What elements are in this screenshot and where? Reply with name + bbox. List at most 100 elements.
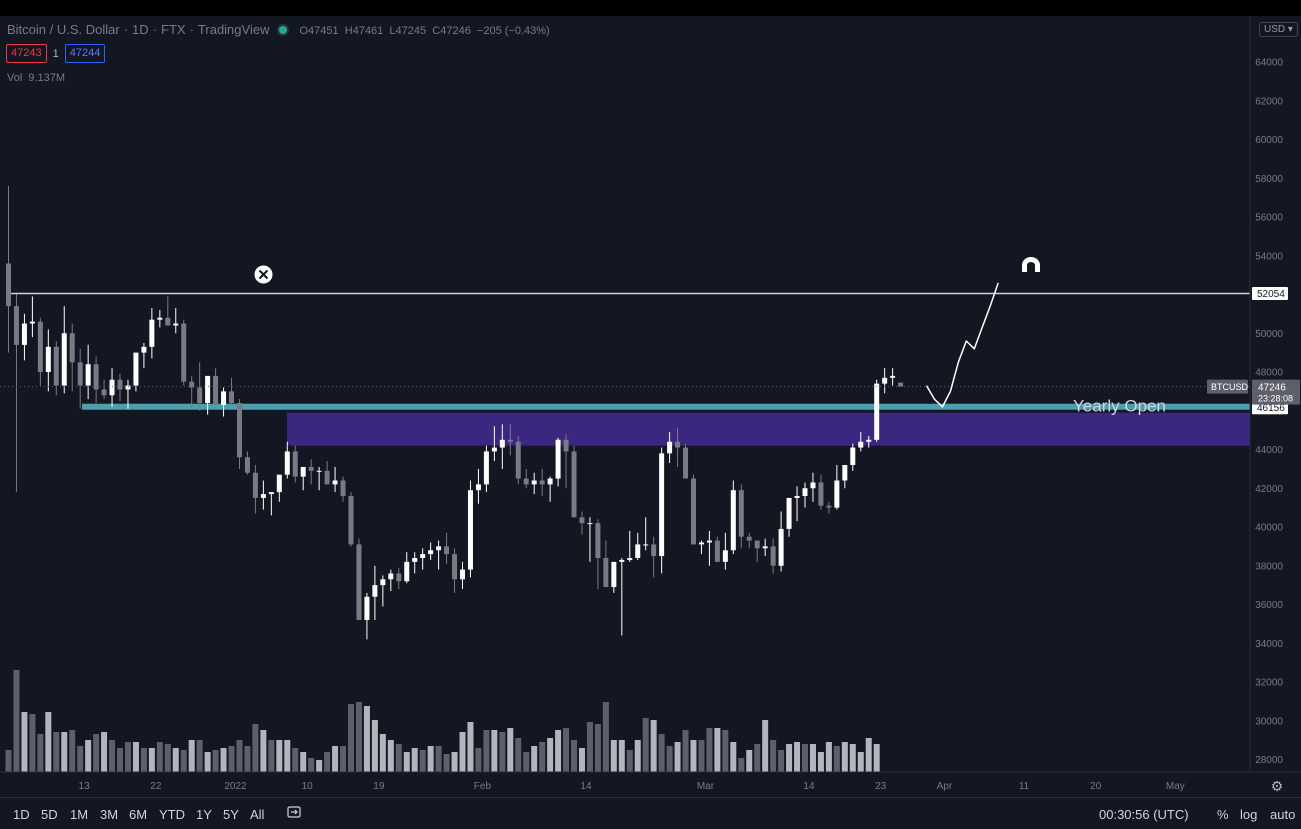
volume-bar xyxy=(164,744,171,772)
candle xyxy=(563,434,569,489)
candle-body xyxy=(627,558,633,560)
candle-body xyxy=(619,559,625,562)
candle-body xyxy=(268,492,274,495)
candle xyxy=(157,310,163,328)
range-5y[interactable]: 5Y xyxy=(223,807,239,822)
volume-bar xyxy=(77,746,84,772)
price-tick-label: 32000 xyxy=(1255,678,1283,689)
volume-bar xyxy=(825,742,832,772)
volume-bar xyxy=(642,718,649,772)
range-1y[interactable]: 1Y xyxy=(196,807,212,822)
candle-body xyxy=(21,323,27,345)
candle-body xyxy=(77,362,83,386)
symbol-legend[interactable]: Bitcoin / U.S. Dollar · 1D · FTX · TradingView… xyxy=(7,22,550,37)
volume-bar xyxy=(666,746,673,772)
currency-select[interactable]: USD ▾ xyxy=(1259,22,1298,37)
candle-body xyxy=(499,439,505,448)
sell-price[interactable]: 47243 xyxy=(6,44,47,63)
volume-bar xyxy=(586,722,593,772)
candle-body xyxy=(643,544,649,546)
price-tick-label: 38000 xyxy=(1255,561,1283,572)
range-1m[interactable]: 1M xyxy=(70,807,89,822)
volume-bar xyxy=(475,748,482,772)
volume-bar xyxy=(594,724,601,772)
volume-bar xyxy=(340,746,347,772)
candle xyxy=(29,296,35,338)
close-icon[interactable] xyxy=(254,265,273,284)
volume-bar xyxy=(770,740,777,772)
volume-bar xyxy=(427,746,434,772)
candle xyxy=(475,468,481,504)
candle xyxy=(252,465,258,514)
volume-bar xyxy=(148,748,155,772)
magnet-icon[interactable] xyxy=(1022,257,1040,272)
candle xyxy=(340,476,346,502)
candle-body xyxy=(675,441,681,448)
utc-clock[interactable]: 00:30:56 (UTC) xyxy=(1099,807,1189,822)
candle xyxy=(523,468,529,489)
last-price-tag-bg xyxy=(1252,379,1300,405)
candle xyxy=(213,368,219,405)
change: −205 (−0.43%) xyxy=(476,25,550,37)
candle xyxy=(651,536,657,578)
candle xyxy=(133,352,139,392)
candle xyxy=(579,511,585,535)
candle-body xyxy=(6,263,11,307)
volume-bar xyxy=(324,752,331,772)
range-1d[interactable]: 1D xyxy=(13,807,30,822)
candle xyxy=(324,461,330,485)
time-axis[interactable]: 13 22 2022 10 19 Feb 14 Mar 14 23 Apr 11 20 May xyxy=(0,771,1301,792)
volume-bar xyxy=(411,748,418,772)
auto-toggle[interactable]: auto xyxy=(1270,807,1296,822)
projection-path[interactable] xyxy=(925,282,999,408)
candle xyxy=(826,501,832,514)
volume-label: Vol xyxy=(7,72,23,84)
volume-bar xyxy=(746,750,753,772)
candle-body xyxy=(866,439,872,442)
candle-body xyxy=(205,375,211,403)
volume-value: 9.137M xyxy=(28,72,65,84)
range-6m[interactable]: 6M xyxy=(129,807,148,822)
candle xyxy=(698,540,704,555)
volume-bar xyxy=(204,752,211,772)
spread: 1 xyxy=(52,47,59,60)
volume-bar xyxy=(435,746,442,772)
gear-icon[interactable]: ⚙ xyxy=(1270,778,1284,794)
candle xyxy=(539,468,545,496)
candle-body xyxy=(396,573,402,582)
volume-bar xyxy=(53,732,60,772)
volume-bar xyxy=(244,746,251,772)
range-3m[interactable]: 3M xyxy=(100,807,119,822)
date-range-icon[interactable] xyxy=(286,804,302,823)
candle xyxy=(388,569,394,591)
bottom-toolbar: 1D 5D 1M 3M 6M YTD 1Y 5Y All 00:30:56 (U… xyxy=(0,797,1301,829)
candle-body xyxy=(444,546,450,555)
candle xyxy=(818,474,824,510)
candle xyxy=(778,511,784,572)
chart-canvas[interactable]: Yearly Open 28000 30000 32000 34000 36000 380… xyxy=(0,16,1301,797)
volume-bar xyxy=(499,732,506,772)
candle-body xyxy=(244,457,250,473)
range-ytd[interactable]: YTD xyxy=(159,807,185,822)
range-all[interactable]: All xyxy=(250,807,265,822)
candle xyxy=(834,465,840,510)
top-black-bar xyxy=(0,0,1301,16)
candle xyxy=(236,399,242,469)
candle xyxy=(45,329,51,392)
volume-bar xyxy=(212,750,219,772)
candle-body xyxy=(794,496,800,498)
percent-toggle[interactable]: % xyxy=(1217,807,1229,822)
candle-body xyxy=(173,323,179,326)
range-5d[interactable]: 5D xyxy=(41,807,58,822)
buy-price[interactable]: 47244 xyxy=(64,44,106,63)
volume-bar xyxy=(626,750,633,772)
volume-legend[interactable]: Vol 9.137M xyxy=(7,72,65,84)
price-axis[interactable]: 28000 30000 32000 34000 36000 38000 40000 42000… xyxy=(1207,16,1300,772)
log-toggle[interactable]: log xyxy=(1240,807,1258,822)
price-tick-label: 64000 xyxy=(1255,58,1283,69)
candle-body xyxy=(611,561,617,588)
candle xyxy=(842,465,848,489)
candle-body xyxy=(348,496,354,545)
candle xyxy=(452,548,458,593)
volume-bar xyxy=(45,712,52,772)
